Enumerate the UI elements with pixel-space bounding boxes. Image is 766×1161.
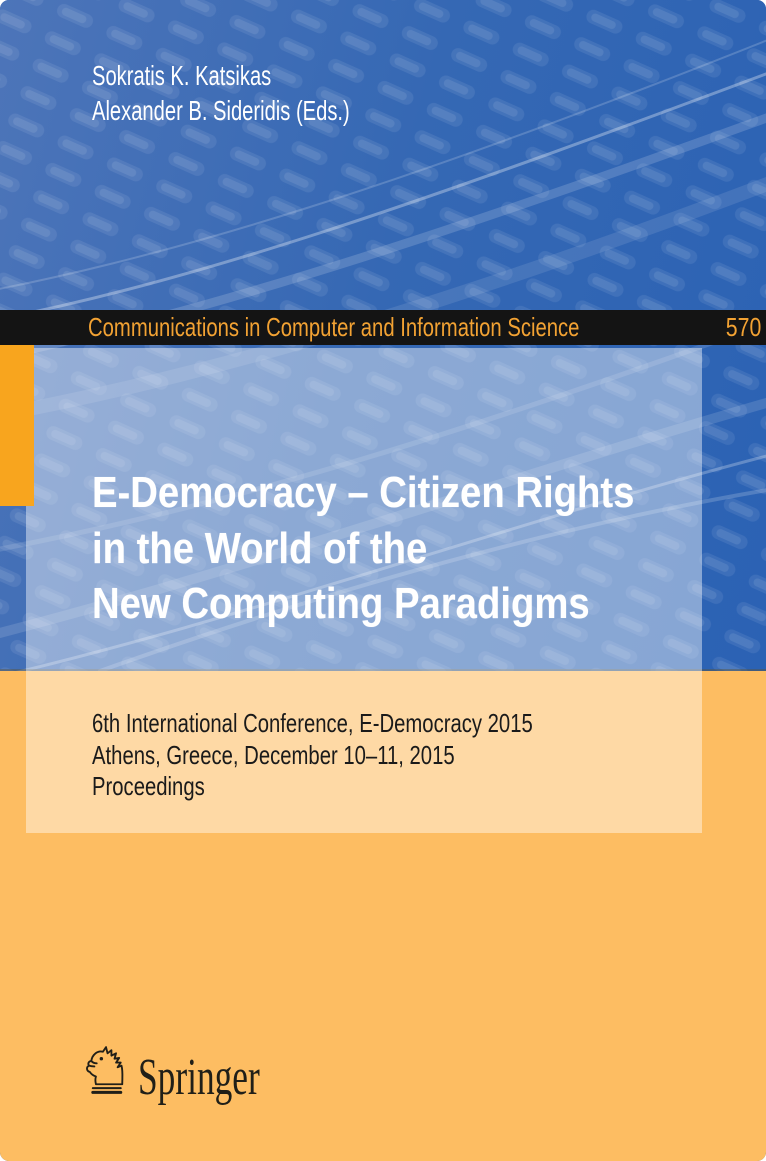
series-accent-square bbox=[0, 345, 34, 506]
series-name: Communications in Computer and Informati… bbox=[88, 312, 580, 342]
subtitle-line-1: 6th International Conference, E-Democrac… bbox=[92, 708, 533, 738]
title-line-2: in the World of the bbox=[92, 523, 428, 573]
editors-block: Sokratis K. Katsikas Alexander B. Sideri… bbox=[92, 58, 450, 128]
book-title: E-Democracy – Citizen Rights in the Worl… bbox=[92, 465, 716, 632]
book-subtitle: 6th International Conference, E-Democrac… bbox=[92, 708, 657, 803]
subtitle-line-2: Athens, Greece, December 10–11, 2015 bbox=[92, 739, 455, 770]
editor-name-1: Sokratis K. Katsikas bbox=[92, 60, 272, 91]
publisher-name: Springer bbox=[138, 1049, 260, 1106]
title-line-3: New Computing Paradigms bbox=[92, 579, 590, 628]
series-bar: Communications in Computer and Informati… bbox=[0, 310, 766, 345]
subtitle-line-3: Proceedings bbox=[92, 771, 205, 801]
orange-background bbox=[0, 671, 766, 1161]
series-volume: 570 bbox=[725, 312, 762, 342]
editor-name-2: Alexander B. Sideridis (Eds.) bbox=[92, 95, 350, 126]
title-line-1: E-Democracy – Citizen Rights bbox=[92, 468, 635, 517]
springer-horse-icon bbox=[86, 1046, 124, 1094]
translucent-panel bbox=[26, 348, 702, 833]
